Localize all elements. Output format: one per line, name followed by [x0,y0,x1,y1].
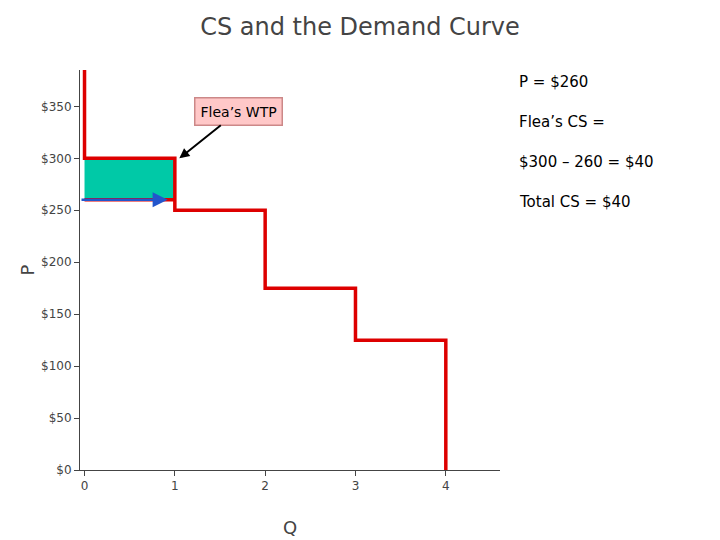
svg-text:CS and the Demand Curve: CS and the Demand Curve [200,13,520,41]
svg-text:$300: $300 [41,152,72,166]
svg-text:1: 1 [171,479,179,493]
svg-text:Total CS = $40: Total CS = $40 [519,193,631,211]
svg-text:$200: $200 [41,255,72,269]
svg-text:3: 3 [352,479,360,493]
svg-text:$250: $250 [41,203,72,217]
svg-text:Flea’s CS =: Flea’s CS = [519,113,605,131]
svg-text:Flea’s WTP: Flea’s WTP [201,104,277,120]
svg-text:$100: $100 [41,359,72,373]
svg-text:0: 0 [81,479,89,493]
svg-text:Q: Q [283,517,297,538]
svg-text:$50: $50 [49,411,72,425]
svg-text:$300 – 260 = $40: $300 – 260 = $40 [519,153,654,171]
svg-text:$0: $0 [56,463,71,477]
svg-text:$150: $150 [41,307,72,321]
svg-text:4: 4 [442,479,450,493]
svg-text:P = $260: P = $260 [519,73,588,91]
svg-text:P: P [17,264,38,275]
svg-text:$350: $350 [41,100,72,114]
svg-text:2: 2 [261,479,269,493]
